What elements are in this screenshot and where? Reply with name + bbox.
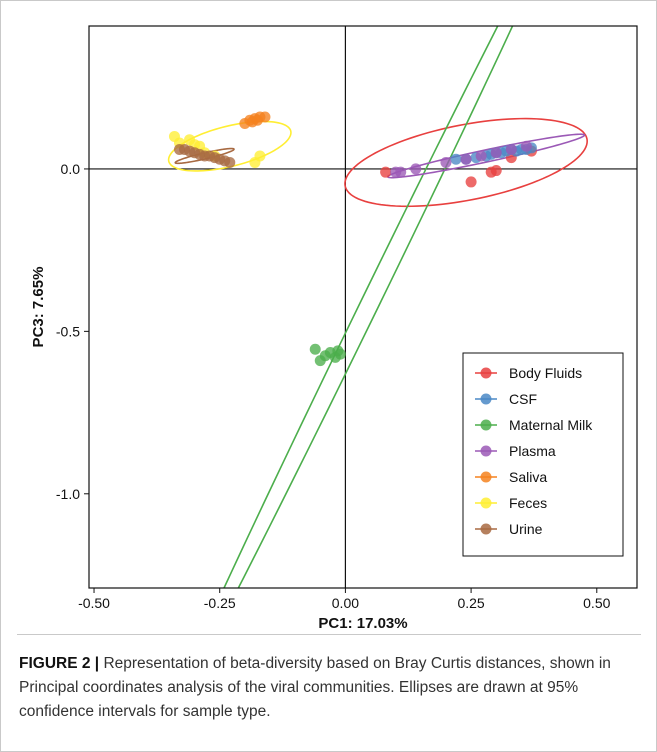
point-csf bbox=[450, 153, 462, 165]
x-tick-label: 0.25 bbox=[457, 595, 484, 611]
x-axis-title: PC1: 17.03% bbox=[318, 615, 407, 632]
point-maternal-milk bbox=[309, 343, 321, 355]
legend-marker-maternal-milk bbox=[480, 419, 492, 431]
point-body-fluids bbox=[465, 176, 477, 188]
y-tick-label: -1.0 bbox=[56, 486, 80, 502]
y-axis-title: PC3: 7.65% bbox=[30, 267, 47, 348]
point-plasma bbox=[410, 163, 422, 175]
plot-frame bbox=[88, 25, 638, 589]
point-plasma bbox=[460, 153, 472, 165]
legend-marker-body-fluids bbox=[480, 367, 492, 379]
point-body-fluids bbox=[380, 166, 392, 178]
x-tick-label: -0.50 bbox=[78, 595, 110, 611]
point-plasma bbox=[505, 143, 517, 155]
x-axis-ticks: -0.50 -0.25 0.00 0.25 0.50 bbox=[78, 588, 611, 611]
data-points bbox=[168, 111, 537, 367]
point-urine bbox=[224, 156, 236, 168]
point-plasma bbox=[520, 140, 532, 152]
legend-marker-urine bbox=[480, 523, 492, 535]
legend-marker-csf bbox=[480, 393, 492, 405]
y-tick-label: -0.5 bbox=[56, 323, 80, 339]
point-saliva bbox=[251, 114, 263, 126]
point-body-fluids bbox=[490, 165, 502, 177]
point-plasma bbox=[395, 166, 407, 178]
legend-label-saliva: Saliva bbox=[509, 469, 547, 485]
legend-marker-plasma bbox=[480, 445, 492, 457]
caption-text: Representation of beta-diversity based o… bbox=[19, 655, 611, 720]
legend-label-maternal-milk: Maternal Milk bbox=[509, 417, 593, 433]
point-maternal-milk bbox=[332, 345, 344, 357]
figure-label: FIGURE 2 | bbox=[19, 655, 100, 672]
point-plasma bbox=[475, 150, 487, 162]
legend-marker-feces bbox=[480, 497, 492, 509]
ellipse-maternal-milk bbox=[223, 26, 514, 588]
legend-label-csf: CSF bbox=[509, 391, 537, 407]
caption-divider bbox=[17, 634, 641, 635]
x-tick-label: 0.00 bbox=[332, 595, 359, 611]
y-axis-ticks: 0.0 -0.5 -1.0 bbox=[56, 161, 89, 502]
legend-label-feces: Feces bbox=[509, 495, 547, 511]
legend-label-body-fluids: Body Fluids bbox=[509, 365, 582, 381]
point-plasma bbox=[440, 156, 452, 168]
legend: Body Fluids CSF Maternal Milk Plasma Saliva F… bbox=[462, 352, 624, 557]
legend-marker-saliva bbox=[480, 471, 492, 483]
point-feces bbox=[249, 156, 261, 168]
legend-label-plasma: Plasma bbox=[509, 443, 556, 459]
figure-caption: FIGURE 2 | Representation of beta-divers… bbox=[19, 652, 645, 724]
point-plasma bbox=[490, 147, 502, 159]
y-tick-label: 0.0 bbox=[61, 161, 81, 177]
legend-label-urine: Urine bbox=[509, 521, 543, 537]
x-tick-label: -0.25 bbox=[204, 595, 236, 611]
pcoa-scatter-chart: -0.50 -0.25 0.00 0.25 0.50 0.0 -0.5 -1.0 PC1: … bbox=[30, 25, 638, 632]
x-tick-label: 0.50 bbox=[583, 595, 610, 611]
ellipse-body-fluids bbox=[344, 117, 588, 208]
